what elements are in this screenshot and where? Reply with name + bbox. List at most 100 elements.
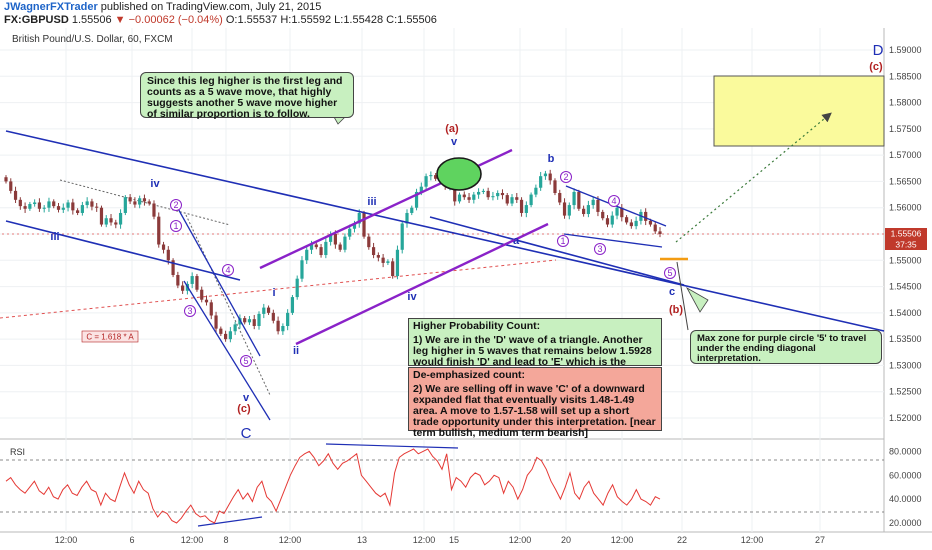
candle-body	[343, 236, 347, 250]
candle-body	[534, 187, 538, 195]
candle-body	[577, 191, 581, 209]
symbol[interactable]: FX:GBPUSD	[4, 14, 69, 26]
candle-body	[500, 192, 505, 196]
candle-body	[66, 202, 70, 208]
candle-body	[381, 257, 385, 263]
candle-body	[85, 201, 89, 206]
wave-circle-label: 4	[225, 265, 230, 275]
wave-circle-label: 1	[173, 221, 178, 231]
candle-body	[510, 197, 514, 204]
price-tick-label: 1.54000	[889, 308, 922, 318]
candle-body	[515, 197, 519, 200]
maxzone-leader-line	[676, 261, 689, 331]
candle-body	[524, 205, 528, 213]
rsi-divergence-top	[325, 443, 459, 449]
candle-body	[252, 319, 256, 326]
projection-arrow	[675, 112, 832, 243]
candle-body	[233, 324, 237, 332]
wave-label: D	[873, 42, 884, 59]
candle-body	[400, 223, 404, 250]
candle-body	[286, 312, 290, 326]
high-price: H:1.55592	[280, 14, 332, 26]
wave-circle	[560, 171, 572, 183]
candle-body	[219, 328, 223, 334]
wave-label: (c)	[237, 403, 251, 415]
candle-body	[37, 202, 42, 209]
wave-circle-label: 5	[667, 268, 672, 278]
time-tick-label: 12:00	[279, 535, 302, 545]
wave-label: v	[243, 392, 250, 404]
candle-body	[329, 234, 333, 242]
wave-label: c	[669, 286, 675, 298]
last-price-label: 1.55506	[891, 229, 922, 239]
candle-body	[648, 220, 653, 225]
candle-body	[496, 192, 500, 197]
author-name[interactable]: JWagnerFXTrader	[4, 1, 98, 13]
candle-body	[9, 181, 13, 191]
wave-circle	[170, 220, 182, 232]
candle-body	[467, 197, 471, 200]
rsi-tick-label: 20.0000	[889, 518, 922, 528]
wave-circle	[594, 243, 606, 255]
blue-trendline-mid	[429, 216, 685, 286]
price-tick-label: 1.56500	[889, 176, 922, 186]
candle-body	[238, 318, 242, 325]
time-tick-label: 6	[129, 535, 134, 545]
last-price-badge	[885, 228, 927, 239]
rsi-axis-ticks: 80.0000 60.0000 40.0000 20.0000	[889, 446, 922, 528]
candle-body	[161, 244, 166, 250]
rsi-pane[interactable]	[0, 440, 884, 532]
candle-body	[42, 207, 46, 209]
target-zone-box[interactable]	[713, 75, 885, 147]
higher-probability-title: Higher Probability Count:	[413, 320, 541, 332]
maxzone-note-pointer	[685, 286, 709, 313]
candle-body	[28, 204, 32, 209]
time-tick-label: 20	[561, 535, 571, 545]
wave-label: v	[451, 136, 458, 148]
candle-body	[543, 173, 548, 177]
wave-label: iv	[150, 178, 160, 190]
price-tick-label: 1.59000	[889, 45, 922, 55]
candle-body	[95, 206, 99, 208]
candle-body	[18, 199, 22, 207]
candle-body	[505, 195, 509, 204]
candle-body	[391, 261, 395, 277]
candle-body	[644, 211, 648, 221]
wave-label: (c)	[869, 61, 883, 73]
countdown-label: 37:35	[895, 240, 917, 250]
ending-diagonal-lower	[563, 233, 663, 248]
candle-body	[133, 201, 137, 205]
candle-body	[195, 276, 199, 290]
candle-body	[257, 313, 261, 326]
close-price: C:1.55506	[386, 14, 437, 26]
candle-body	[200, 289, 204, 300]
wave-circle-label: 3	[187, 306, 192, 316]
price-tick-label: 1.57500	[889, 124, 922, 134]
grey-dotted-line-1	[59, 179, 231, 226]
candle-body	[123, 197, 127, 213]
fib-label: C = 1.618 * A	[86, 333, 134, 342]
rsi-divergence-bottom	[197, 516, 263, 527]
candle-body	[357, 212, 361, 224]
candle-body	[376, 255, 380, 258]
candle-body	[567, 205, 571, 216]
rsi-title: RSI	[10, 447, 25, 457]
candle-body	[266, 307, 271, 313]
price-axis-ticks: 1.59000 1.58500 1.58000 1.57500 1.57000 1.565…	[889, 45, 922, 423]
wave-label: C	[241, 425, 252, 442]
wave-circle	[557, 235, 569, 247]
purple-channel-lower	[295, 222, 549, 346]
candle-body	[562, 202, 567, 216]
candle-body	[457, 194, 462, 202]
time-tick-label: 12:00	[413, 535, 436, 545]
candle-body	[591, 199, 595, 206]
maxzone-note: Max zone for purple circle '5' to travel…	[690, 330, 882, 364]
deemphasized-note: De-emphasized count: 2) We are selling o…	[408, 367, 662, 439]
candle-body	[548, 173, 552, 181]
time-tick-label: 27	[815, 535, 825, 545]
candle-body	[281, 326, 285, 332]
wave-circle-label: 1	[560, 236, 565, 246]
wave-label: iii	[50, 231, 59, 243]
candle-body	[324, 241, 328, 256]
